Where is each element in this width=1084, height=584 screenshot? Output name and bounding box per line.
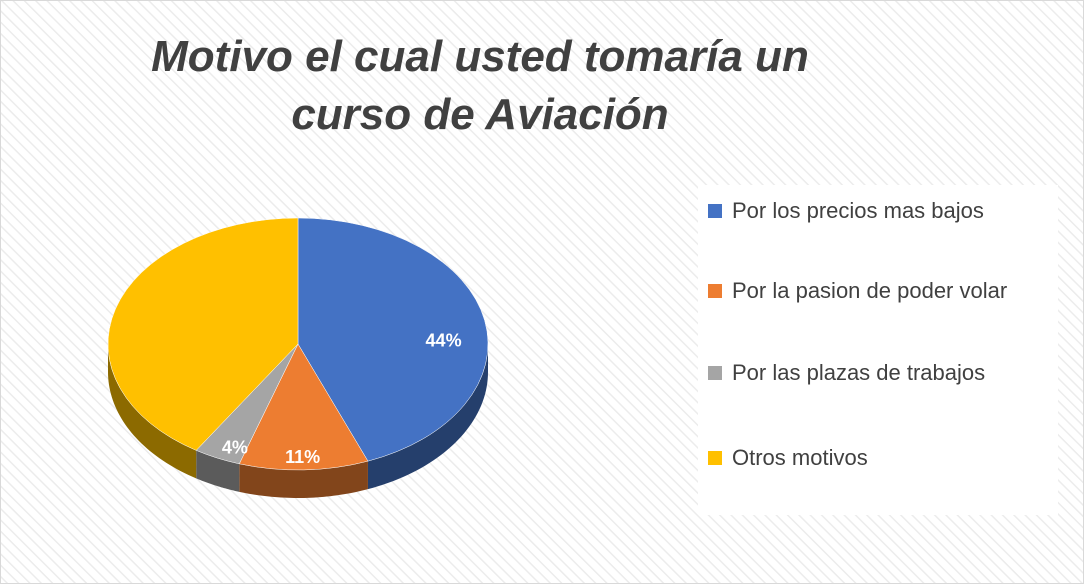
data-label: 11%: [285, 447, 320, 467]
legend-item: Por la pasion de poder volar: [708, 275, 1072, 307]
slice-side: [108, 344, 197, 479]
slice-side: [239, 461, 368, 498]
legend-swatch: [708, 284, 722, 298]
legend-label: Por los precios mas bajos: [732, 198, 984, 223]
legend-label: Por la pasion de poder volar: [732, 278, 1008, 303]
legend-item: Otros motivos: [708, 442, 1072, 474]
legend-swatch: [708, 204, 722, 218]
legend-swatch: [708, 366, 722, 380]
data-label: 4%: [222, 438, 248, 458]
slice: [107, 217, 299, 451]
legend-label: Otros motivos: [732, 445, 868, 470]
chart-title: Motivo el cual usted tomaría un curso de…: [151, 32, 809, 139]
legend-swatch: [708, 451, 722, 465]
legend-label: Por las plazas de trabajos: [732, 360, 986, 385]
slice-side: [196, 450, 240, 492]
data-label: 44%: [426, 330, 462, 350]
pie: 44% 11% 4%: [107, 217, 489, 498]
slice: [297, 217, 489, 462]
legend: Por los precios mas bajos Por la pasion d…: [698, 185, 1058, 515]
legend-item: Por los precios mas bajos: [708, 195, 1072, 227]
slice-side: [367, 344, 488, 490]
legend-item: Por las plazas de trabajos: [708, 357, 1072, 389]
slice: [238, 343, 369, 471]
